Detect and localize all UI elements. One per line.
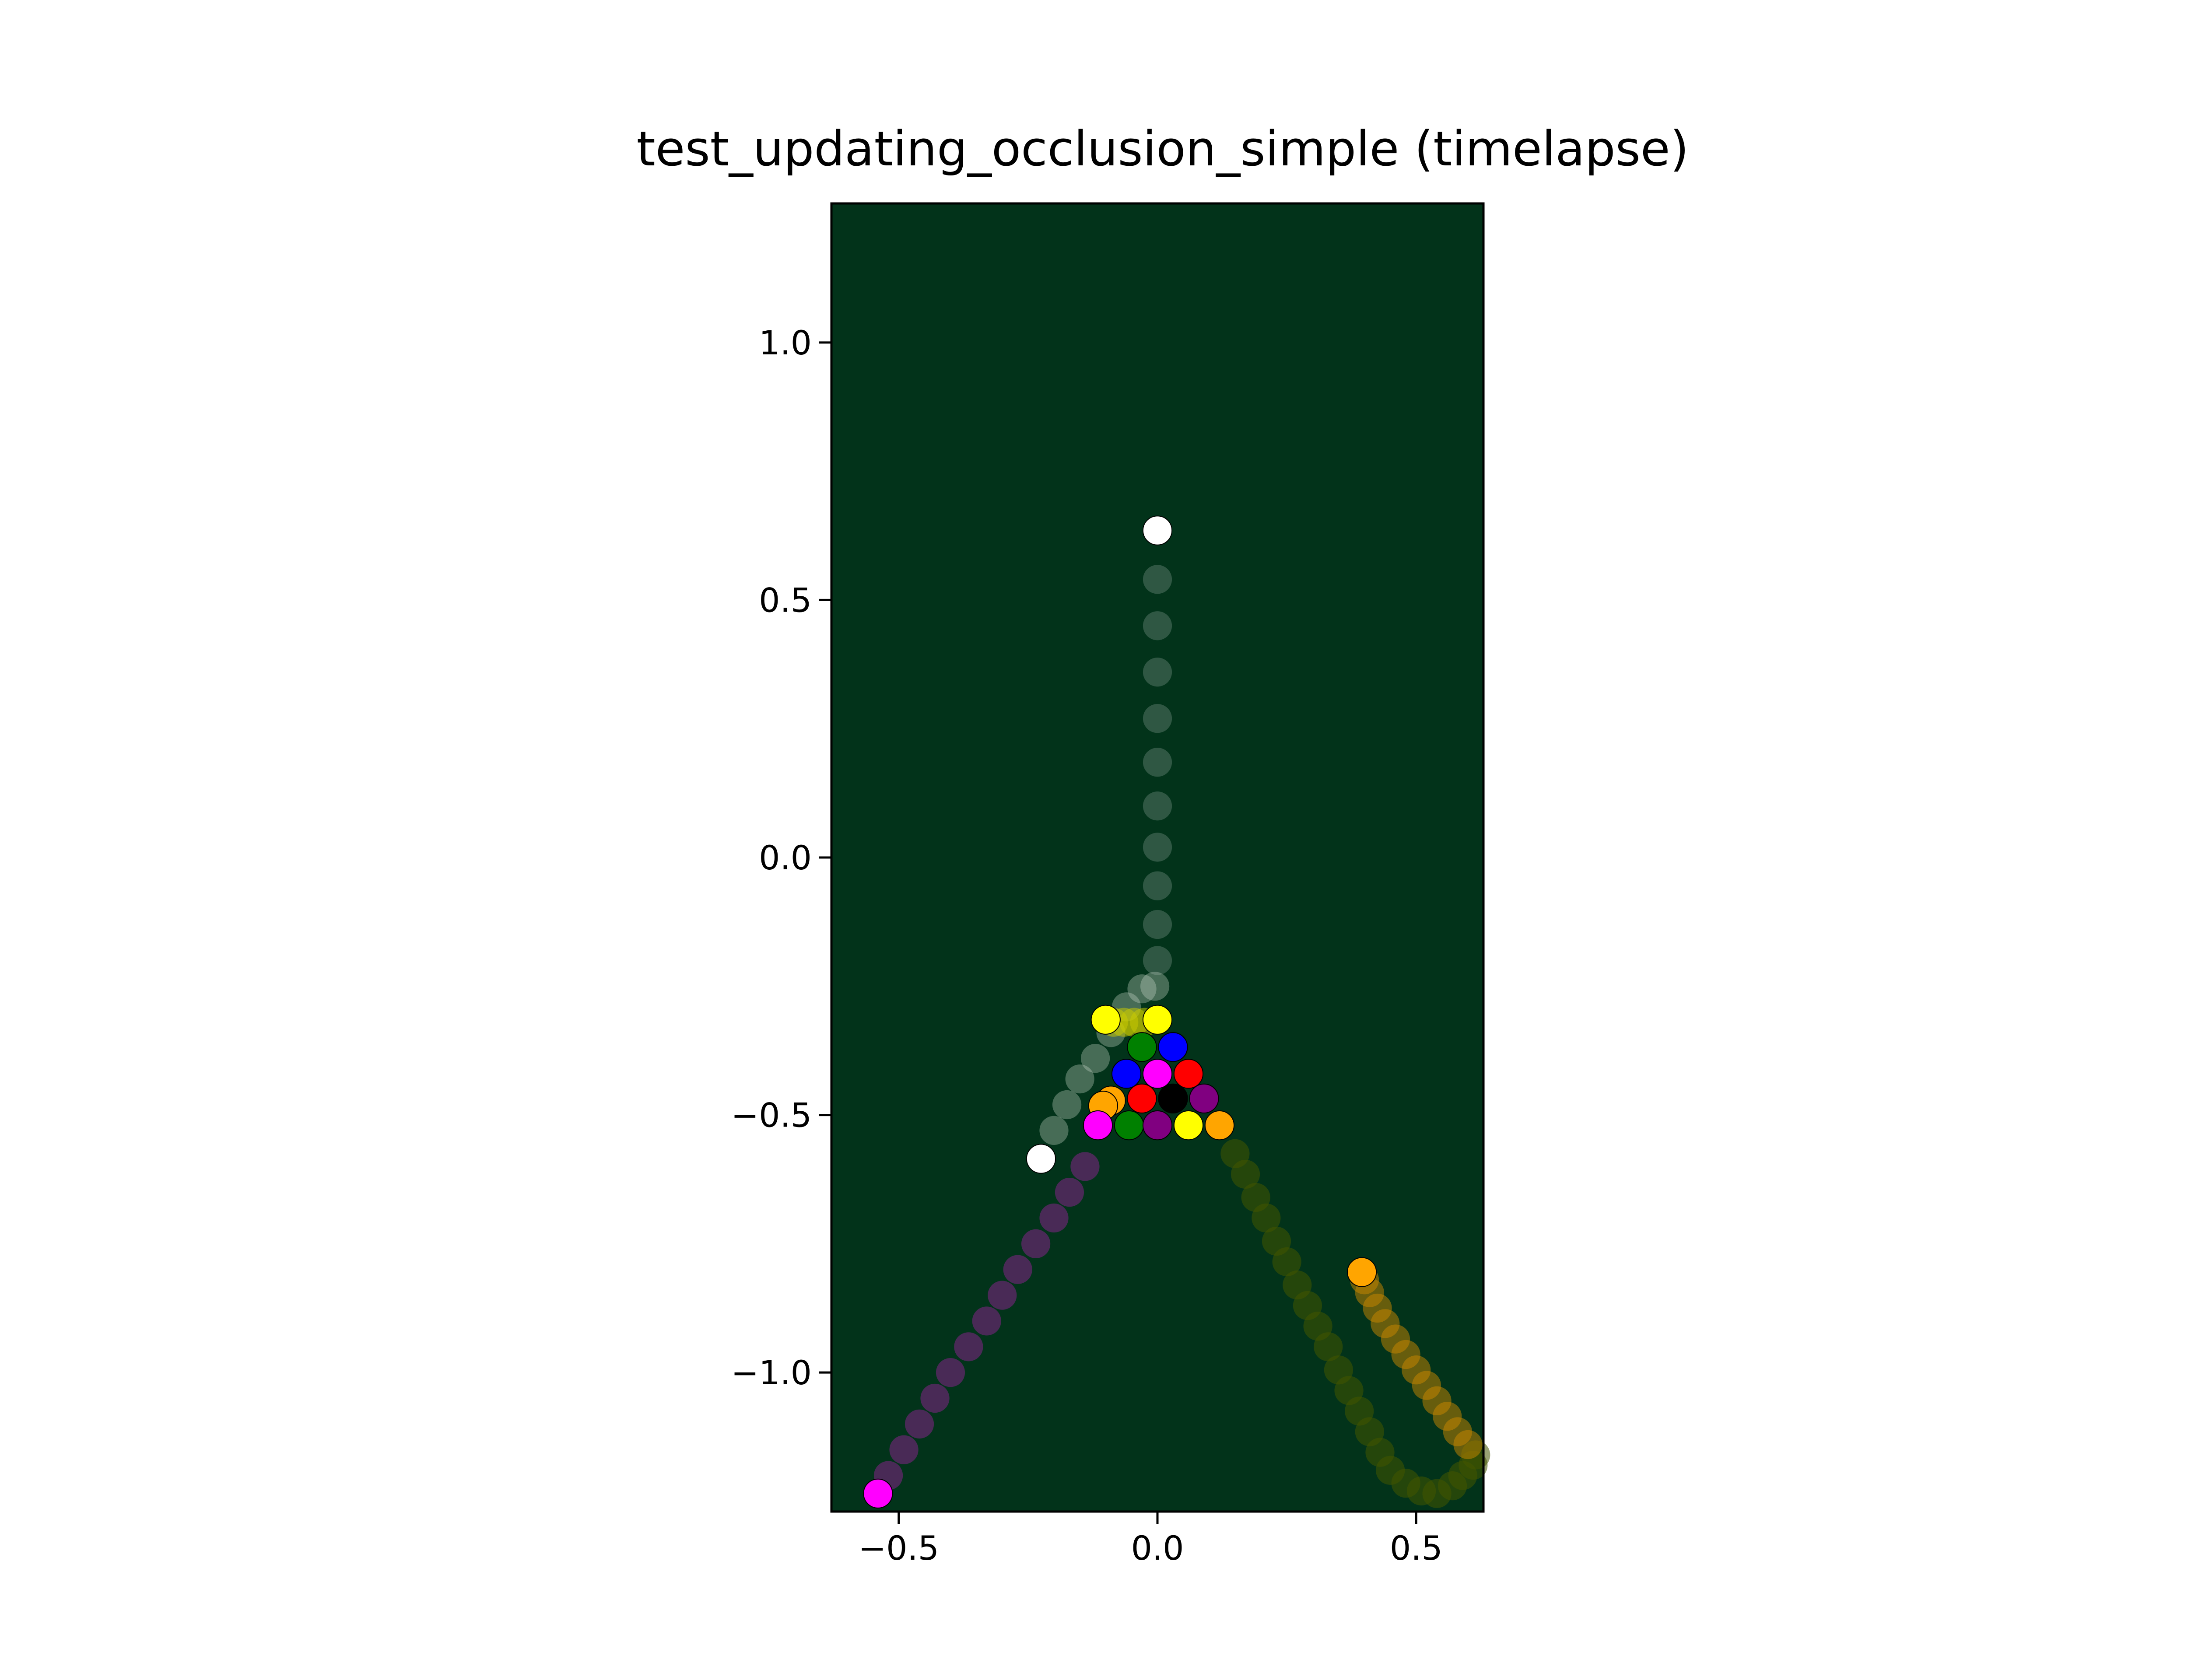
ball-red-1 bbox=[1173, 1059, 1204, 1089]
trail-2-point-7 bbox=[954, 1332, 983, 1362]
trail-3-point-3 bbox=[1252, 1203, 1281, 1233]
ball-orange-3 bbox=[1204, 1110, 1235, 1141]
trail-0-point-1 bbox=[1143, 611, 1172, 640]
ball-green-1 bbox=[1127, 1032, 1157, 1062]
y-tick-label-1: 0.5 bbox=[759, 581, 812, 620]
trail-0 bbox=[1143, 565, 1172, 975]
trail-0-point-2 bbox=[1143, 658, 1172, 687]
trail-0-point-4 bbox=[1143, 748, 1172, 777]
y-tick-label-4: −1.0 bbox=[731, 1353, 812, 1392]
trail-2-point-6 bbox=[972, 1306, 1001, 1336]
ball-magenta-2 bbox=[1083, 1110, 1113, 1141]
ball-purple-2 bbox=[1142, 1110, 1173, 1141]
trail-0-point-8 bbox=[1143, 910, 1172, 939]
ball-yellow-1 bbox=[1090, 1004, 1121, 1035]
trail-2-point-9 bbox=[920, 1383, 950, 1413]
x-tick-label-1: 0.0 bbox=[1131, 1529, 1184, 1568]
trail-2 bbox=[873, 1152, 1100, 1490]
ball-white-2 bbox=[1026, 1144, 1056, 1174]
trail-0-point-5 bbox=[1143, 791, 1172, 821]
ball-green-2 bbox=[1114, 1110, 1144, 1141]
x-axis: −0.5 0.0 0.5 bbox=[858, 1512, 1443, 1568]
trail-2-point-4 bbox=[1003, 1255, 1032, 1284]
ball-magenta-1 bbox=[1142, 1059, 1173, 1089]
trail-0-point-0 bbox=[1143, 565, 1172, 594]
ball-red-2 bbox=[1127, 1083, 1157, 1114]
trail-1-point-6 bbox=[1052, 1090, 1082, 1120]
trail-0-point-7 bbox=[1143, 871, 1172, 900]
ball-yellow-2 bbox=[1142, 1004, 1173, 1035]
trail-1-point-1 bbox=[1127, 974, 1157, 1004]
ball-orange-4 bbox=[1346, 1257, 1377, 1287]
chart-title: test_updating_occlusion_simple (timelaps… bbox=[637, 121, 1689, 177]
trail-2-point-1 bbox=[1055, 1178, 1084, 1207]
trail-2-point-0 bbox=[1070, 1152, 1100, 1181]
ball-blue-1 bbox=[1158, 1032, 1188, 1062]
ball-magenta-3 bbox=[863, 1478, 893, 1508]
trail-1-point-0 bbox=[1140, 972, 1170, 1001]
trail-3-point-1 bbox=[1231, 1159, 1260, 1189]
trail-2-point-2 bbox=[1039, 1203, 1069, 1233]
ball-black-8 bbox=[1158, 1083, 1188, 1114]
trail-0-point-9 bbox=[1143, 946, 1172, 975]
trail-3-point-5 bbox=[1272, 1247, 1301, 1277]
trail-0-point-3 bbox=[1143, 704, 1172, 733]
ball-blue-2 bbox=[1111, 1059, 1142, 1089]
trail-1-point-7 bbox=[1039, 1116, 1069, 1145]
y-tick-label-2: 0.0 bbox=[759, 838, 812, 877]
x-tick-label-0: −0.5 bbox=[858, 1529, 939, 1568]
balls-layer bbox=[863, 515, 1377, 1508]
trail-2-point-10 bbox=[905, 1409, 934, 1438]
ball-yellow-3 bbox=[1173, 1110, 1204, 1141]
trail-0-point-6 bbox=[1143, 833, 1172, 862]
trail-1-point-5 bbox=[1065, 1064, 1094, 1094]
ball-purple-1 bbox=[1189, 1083, 1219, 1114]
trail-2-point-11 bbox=[889, 1435, 919, 1464]
trail-3-point-9 bbox=[1314, 1332, 1343, 1362]
x-tick-label-2: 0.5 bbox=[1390, 1529, 1443, 1568]
trail-2-point-8 bbox=[936, 1358, 965, 1387]
trail-2-point-3 bbox=[1021, 1229, 1051, 1258]
ball-cue bbox=[1142, 515, 1173, 546]
y-axis: 1.0 0.5 0.0 −0.5 −1.0 bbox=[731, 323, 831, 1392]
y-tick-label-3: −0.5 bbox=[731, 1096, 812, 1135]
trail-2-point-5 bbox=[988, 1281, 1017, 1310]
y-tick-label-0: 1.0 bbox=[759, 323, 812, 362]
trail-1-point-4 bbox=[1080, 1043, 1110, 1073]
